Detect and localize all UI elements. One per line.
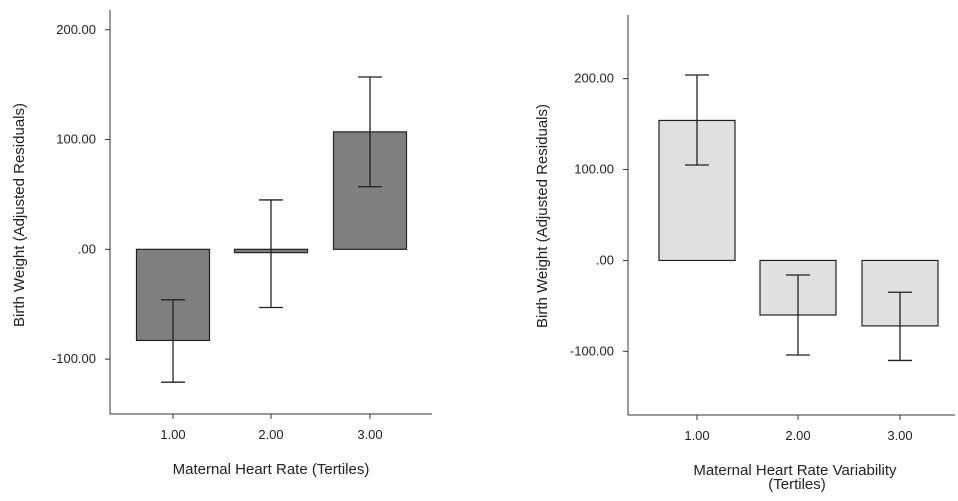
x-axis-title-right: Maternal Heart Rate Variability (Tertile… [693,462,900,493]
y-tick-label: .00 [78,241,96,256]
y-tick-label: 100.00 [574,162,614,177]
chart-right: Birth Weight (Adjusted Residuals) Matern… [534,15,955,493]
x-axis-title-right-line1: Maternal Heart Rate Variability [693,462,897,479]
chart-left: Birth Weight (Adjusted Residuals) Matern… [11,10,432,478]
y-tick-label: -100.00 [570,343,614,358]
y-tick-label: 200.00 [56,22,96,37]
y-tick-label: 200.00 [574,71,614,86]
x-tick-label: 3.00 [357,427,382,442]
x-axis-title-left: Maternal Heart Rate (Tertiles) [173,461,370,478]
x-tick-label: 1.00 [684,428,709,443]
y-tick-label: .00 [596,252,614,267]
y-tick-label: 100.00 [56,132,96,147]
x-tick-label: 2.00 [785,428,810,443]
x-tick-label: 3.00 [887,428,912,443]
y-tick-label: -100.00 [52,351,96,366]
x-tick-label: 1.00 [160,427,185,442]
y-axis-title-right: Birth Weight (Adjusted Residuals) [534,104,551,328]
x-tick-label: 2.00 [258,427,283,442]
x-axis-title-right-line2: (Tertiles) [768,476,826,493]
y-axis-title-left: Birth Weight (Adjusted Residuals) [11,103,28,327]
